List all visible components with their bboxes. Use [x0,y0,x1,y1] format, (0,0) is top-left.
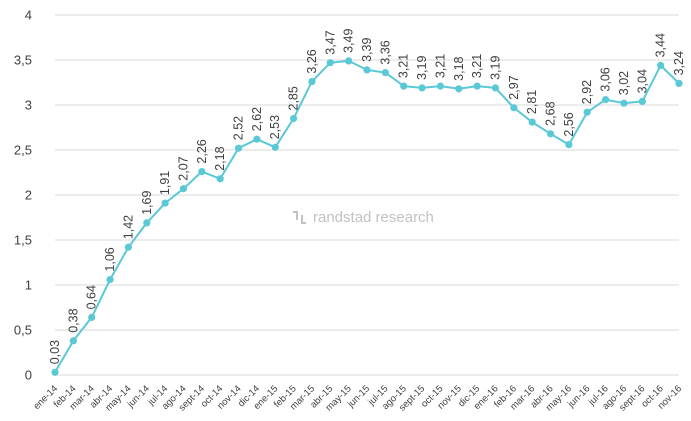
y-tick-label: 1 [25,278,32,293]
data-label: 2,68 [544,101,558,125]
data-point [381,69,389,77]
data-point [253,135,261,143]
data-point [179,185,188,193]
y-tick-label: 2,5 [14,143,32,158]
data-label: 2,53 [268,115,282,139]
data-point [565,141,573,149]
data-point [88,313,96,321]
data-label: 3,49 [342,29,356,53]
y-tick-label: 0,5 [14,323,32,338]
y-tick-label: 3 [25,98,32,113]
series-line [51,57,683,376]
data-point [510,104,518,112]
data-label: 3,02 [617,71,631,95]
watermark-text: randstad research [313,209,434,226]
data-point [675,79,683,87]
data-point [528,118,536,126]
gridlines [55,14,679,376]
watermark: randstad research [293,209,434,226]
data-label: 1,69 [140,191,154,215]
data-point [638,97,646,105]
data-point [546,130,555,138]
data-label: 3,26 [305,49,319,73]
data-label: 2,07 [176,156,190,180]
data-label: 1,06 [103,247,117,271]
data-label: 1,42 [121,215,135,239]
data-point [271,143,279,151]
data-label: 3,19 [488,56,502,80]
data-label: 2,26 [195,139,209,163]
data-point [418,84,426,92]
data-point [455,85,463,93]
data-point [345,57,353,65]
data-label: 1,91 [158,171,172,195]
data-label: 2,52 [232,116,246,140]
data-label: 2,62 [250,107,264,131]
data-point [583,108,591,116]
data-label: 3,18 [452,56,466,80]
data-point [198,168,206,176]
data-label: 3,21 [433,54,447,78]
data-label: 2,81 [525,90,539,114]
data-label: 3,19 [415,56,429,80]
data-point [289,114,298,123]
data-label: 0,38 [66,308,80,332]
data-point [326,59,334,67]
y-axis-ticks: 0 0,5 1 1,5 2 2,5 3 3,5 4 [14,8,32,383]
data-label: 2,92 [580,80,594,104]
data-point [491,84,500,92]
data-point [216,175,224,183]
data-label: 3,21 [397,54,411,78]
data-point [308,78,316,86]
data-label: 2,85 [287,86,301,110]
data-point [400,82,408,90]
data-label: 3,47 [323,30,337,54]
data-label: 3,24 [672,51,686,75]
y-tick-label: 3,5 [14,53,32,68]
data-label: 2,18 [213,146,227,170]
data-point [363,66,371,74]
data-label: 3,44 [654,33,668,57]
data-point [473,82,481,90]
y-tick-label: 4 [25,8,32,23]
data-label: 0,64 [85,285,99,309]
data-label: 3,39 [360,38,374,62]
data-labels: 0,03 0,38 0,64 1,06 1,42 1,69 1,91 2,07 2,26 2,18… [48,29,686,365]
data-label: 0,03 [48,340,62,364]
y-tick-label: 1,5 [14,233,32,248]
data-label: 3,06 [599,67,613,91]
data-point [161,199,169,207]
data-label: 2,56 [562,112,576,136]
data-label: 3,04 [635,69,649,93]
y-tick-label: 0 [25,368,32,383]
data-point [601,96,610,104]
data-point [657,61,665,69]
data-point [234,144,243,152]
data-point [51,368,59,376]
data-point [436,82,445,90]
data-point [143,219,151,227]
data-label: 2,97 [507,75,521,99]
y-tick-label: 2 [25,188,32,203]
data-point [69,337,77,345]
data-label: 3,36 [378,40,392,64]
data-point [620,99,628,107]
randstad-logo-icon [293,211,306,224]
data-point [124,243,133,251]
data-label: 3,21 [470,54,484,78]
x-axis-ticks: ene-14feb-14mar-14abr-14may-14jun-14jul-… [31,383,684,413]
data-point [106,276,114,284]
